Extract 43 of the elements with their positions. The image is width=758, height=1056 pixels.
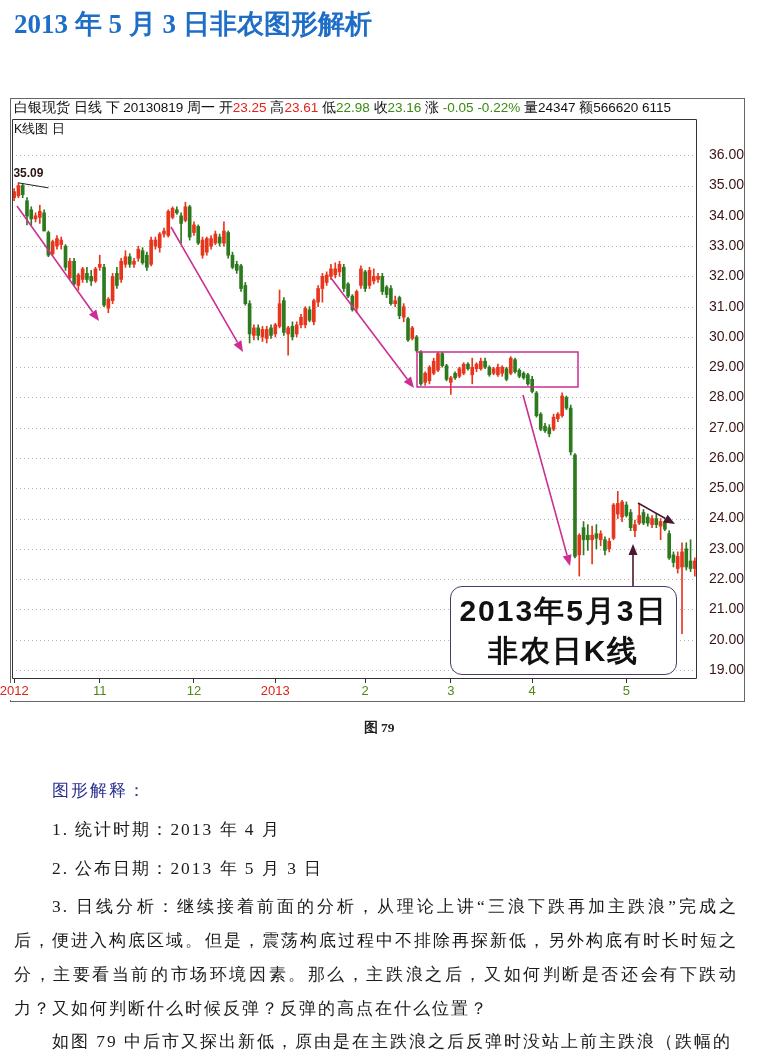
y-tick-label: 33.00 — [709, 236, 745, 253]
callout-box: 2013年5月3日非农日K线 — [450, 586, 677, 675]
text: 2. 公布日期：2013 年 5 月 3 日 — [52, 857, 324, 880]
x-tick-label: 2013 — [260, 683, 290, 699]
y-tick-label: 32.00 — [709, 267, 745, 284]
y-tick-label: 25.00 — [709, 479, 745, 496]
y-tick-label: 31.00 — [709, 297, 745, 314]
candlestick — [97, 254, 102, 271]
text: 1. 统计时期：2013 年 4 月 — [52, 818, 281, 841]
text: 3. 日线分析：继续接着前面的分析，从理论上讲“三浪下跌再加主跌浪”完成之后，便进入构底区域。但是，震荡构底过程中不排除再探新低，另外构底有时长时短之分，主要看当前的市场环境因素。那么，主跌浪之后，又如何判断是否还会有下跌动力？又如何判断什么时候反弹？反弹的高点在什么位置？ — [14, 895, 738, 1020]
chart-title: 2013 年 5 月 3 日非农图形解析 — [14, 8, 372, 40]
candlestick — [586, 524, 590, 551]
candlestick — [286, 326, 290, 356]
y-tick-label: 20.00 — [709, 630, 745, 647]
y-tick-label: 26.00 — [709, 448, 745, 465]
y-tick-label: 30.00 — [709, 327, 745, 344]
x-tick-label: 4 — [528, 683, 536, 699]
x-tick-label: 3 — [447, 683, 455, 699]
text: 图形解释： — [52, 779, 147, 802]
annotation: K线图 日 — [14, 122, 65, 137]
y-tick-label: 35.00 — [709, 176, 745, 193]
y-tick-label: 27.00 — [709, 418, 745, 435]
x-tick-label: 5 — [622, 683, 630, 699]
text: 如图 79 中后市又探出新低，原由是在主跌浪之后反弹时没站上前主跌浪（跌幅的 — [51, 1030, 734, 1053]
annotation: 35.09 — [13, 165, 44, 180]
candlestick — [590, 525, 594, 565]
x-tick-label: 2 — [361, 683, 369, 699]
annotation: 2013年5月3日非农日K线 — [458, 592, 669, 669]
x-tick-label: 2012 — [0, 683, 29, 699]
y-tick-label: 28.00 — [709, 388, 745, 405]
y-tick-label: 19.00 — [709, 660, 745, 677]
caption: 图 79 — [362, 719, 396, 736]
x-tick-label: 11 — [93, 683, 107, 699]
y-tick-label: 22.00 — [709, 569, 745, 586]
y-tick-label: 29.00 — [709, 358, 745, 375]
y-tick-label: 36.00 — [709, 146, 745, 163]
candlestick — [680, 542, 684, 634]
y-tick-label: 23.00 — [709, 539, 745, 556]
text: 白银现货 日线 下 20130819 周一 开23.25 高23.61 低22.98 收23.16 涨 -0.05 -0.22% 量24347 额566620 6115 — [14, 100, 672, 115]
y-tick-label: 34.00 — [709, 206, 745, 223]
y-tick-label: 24.00 — [709, 509, 745, 526]
y-tick-label: 21.00 — [709, 600, 745, 617]
x-tick-label: 12 — [186, 683, 202, 699]
